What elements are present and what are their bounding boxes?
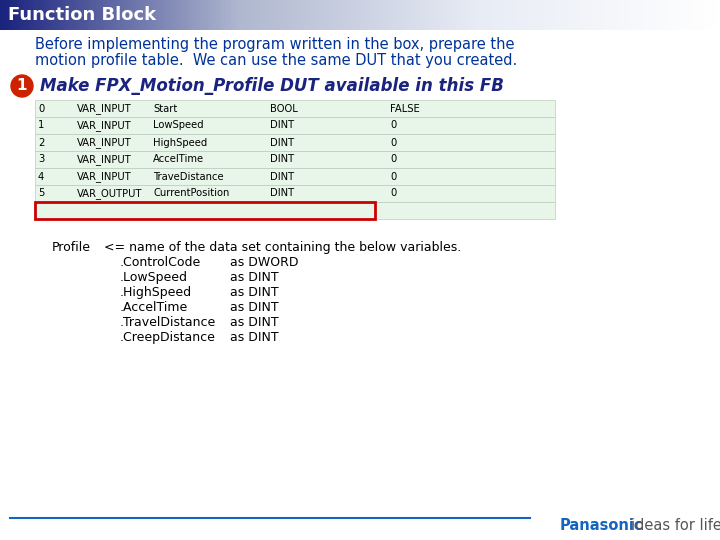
Text: DINT: DINT — [270, 188, 294, 199]
Text: VAR_INPUT: VAR_INPUT — [77, 137, 132, 148]
Text: .TravelDistance: .TravelDistance — [120, 316, 216, 329]
Text: LowSpeed: LowSpeed — [153, 120, 204, 131]
Text: 0: 0 — [390, 188, 396, 199]
Text: FALSE: FALSE — [390, 104, 420, 113]
Bar — [35, 117, 555, 134]
Text: VAR_OUTPUT: VAR_OUTPUT — [77, 188, 143, 199]
Text: 0: 0 — [390, 172, 396, 181]
Text: 6: 6 — [38, 206, 45, 215]
Text: 4: 4 — [38, 172, 44, 181]
Bar — [35, 151, 555, 168]
Text: as DINT: as DINT — [230, 271, 279, 284]
Text: .ControlCode: .ControlCode — [120, 256, 202, 269]
Text: DINT: DINT — [270, 120, 294, 131]
Text: FPX Motion Profile: FPX Motion Profile — [270, 206, 360, 215]
Text: 0: 0 — [38, 104, 44, 113]
Text: DINT: DINT — [270, 172, 294, 181]
Bar — [35, 134, 555, 151]
Text: Function Block: Function Block — [8, 6, 156, 24]
Bar — [35, 168, 555, 185]
Text: AccelTime: AccelTime — [153, 154, 204, 165]
Text: Make FPX_Motion_Profile DUT available in this FB: Make FPX_Motion_Profile DUT available in… — [40, 77, 504, 95]
Bar — [35, 185, 555, 202]
Text: Profile: Profile — [153, 206, 184, 215]
Text: motion profile table.  We can use the same DUT that you created.: motion profile table. We can use the sam… — [35, 53, 517, 69]
Text: 3: 3 — [38, 154, 44, 165]
Text: .CreepDistance: .CreepDistance — [120, 331, 216, 344]
Text: .AccelTime: .AccelTime — [120, 301, 188, 314]
Text: as DINT: as DINT — [230, 331, 279, 344]
Bar — [35, 202, 375, 219]
Text: as DINT: as DINT — [230, 301, 279, 314]
Text: 1: 1 — [17, 78, 27, 93]
Bar — [35, 202, 555, 219]
Text: 0: 0 — [390, 154, 396, 165]
Bar — [35, 100, 555, 117]
Text: VAR_INPUT: VAR_INPUT — [77, 103, 132, 114]
Text: as DINT: as DINT — [230, 316, 279, 329]
Text: CurrentPosition: CurrentPosition — [153, 188, 230, 199]
Circle shape — [11, 75, 33, 97]
Text: DINT: DINT — [270, 138, 294, 147]
Text: Before implementing the program written in the box, prepare the: Before implementing the program written … — [35, 37, 515, 52]
Text: 0: 0 — [390, 120, 396, 131]
Text: 2: 2 — [38, 138, 45, 147]
Text: VAR: VAR — [77, 206, 97, 215]
Text: VAR_INPUT: VAR_INPUT — [77, 154, 132, 165]
Text: Profile: Profile — [52, 241, 91, 254]
Text: Start: Start — [153, 104, 177, 113]
Text: HighSpeed: HighSpeed — [153, 138, 207, 147]
Text: 1: 1 — [38, 120, 45, 131]
Text: as DINT: as DINT — [230, 286, 279, 299]
Text: VAR_INPUT: VAR_INPUT — [77, 120, 132, 131]
Text: .HighSpeed: .HighSpeed — [120, 286, 192, 299]
Text: 5: 5 — [38, 188, 45, 199]
Text: Panasonic: Panasonic — [560, 518, 644, 534]
Text: VAR_INPUT: VAR_INPUT — [77, 171, 132, 182]
Text: ideas for life: ideas for life — [631, 518, 720, 534]
Text: BOOL: BOOL — [270, 104, 298, 113]
Text: 0: 0 — [390, 138, 396, 147]
Text: DINT: DINT — [270, 154, 294, 165]
Text: as DWORD: as DWORD — [230, 256, 299, 269]
Text: <= name of the data set containing the below variables.: <= name of the data set containing the b… — [104, 241, 462, 254]
Text: .LowSpeed: .LowSpeed — [120, 271, 188, 284]
Text: TraveDistance: TraveDistance — [153, 172, 224, 181]
